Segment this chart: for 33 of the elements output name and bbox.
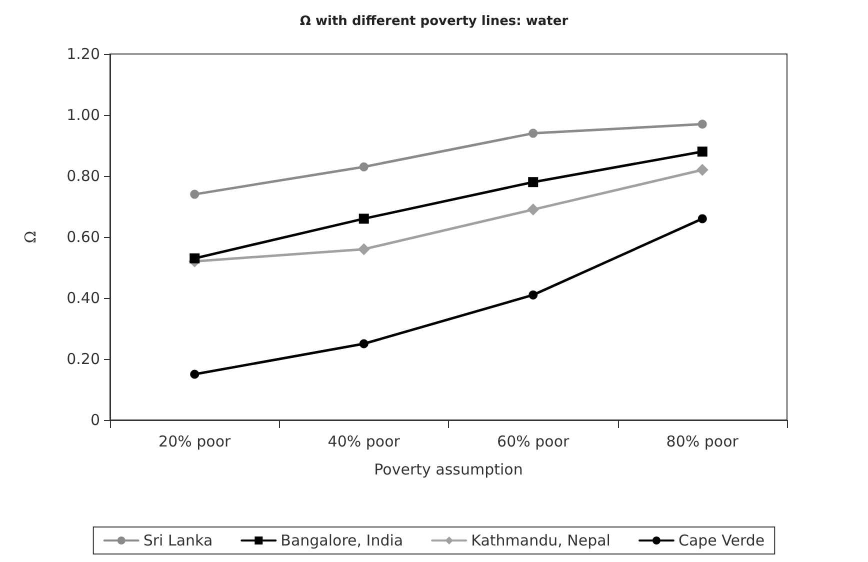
y-tick-label: 1.00 — [66, 106, 100, 124]
point — [696, 164, 708, 176]
x-tick-label: 20% poor — [158, 432, 232, 450]
point — [358, 214, 369, 224]
legend-label: Cape Verde — [678, 532, 765, 550]
x-tick-label: 80% poor — [666, 432, 740, 450]
point — [698, 214, 707, 224]
x-axis-title: Poverty assumption — [374, 460, 523, 478]
y-tick-label: 1.20 — [66, 45, 100, 63]
point — [359, 162, 368, 172]
point — [528, 128, 538, 138]
chart-title: Ω with different poverty lines: water — [300, 14, 569, 29]
legend-label: Bangalore, India — [280, 532, 404, 550]
y-axis-title: Ω — [22, 230, 40, 244]
y-tick-label: 0.20 — [66, 350, 100, 368]
x-tick-label: 60% poor — [497, 432, 570, 450]
y-tick-label: 0.60 — [66, 228, 100, 246]
x-tick-label: 40% poor — [328, 432, 401, 450]
legend-label: Kathmandu, Nepal — [471, 532, 610, 550]
point — [528, 290, 538, 300]
y-tick-label: 0.40 — [66, 289, 100, 307]
point — [697, 146, 708, 157]
legend-label: Sri Lanka — [143, 532, 213, 550]
point — [359, 339, 368, 348]
point — [358, 243, 370, 256]
point — [527, 204, 540, 216]
y-tick-label: 0.80 — [66, 167, 100, 185]
point — [190, 370, 200, 379]
point — [528, 177, 538, 188]
y-tick-label: 0 — [90, 411, 100, 429]
point — [698, 120, 707, 129]
point — [190, 253, 200, 264]
point — [190, 190, 200, 199]
